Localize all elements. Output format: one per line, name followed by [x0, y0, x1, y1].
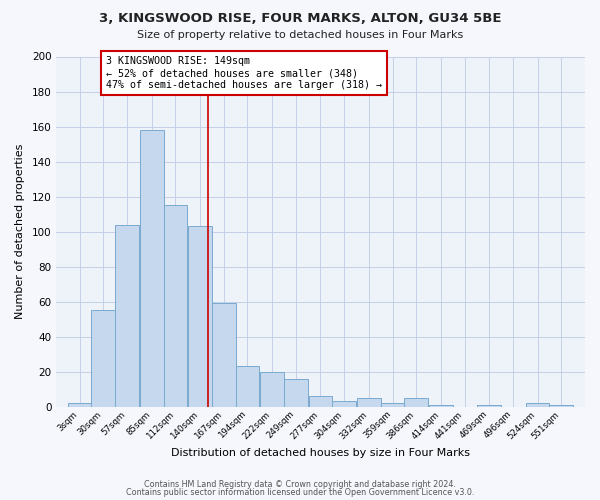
Bar: [404, 398, 428, 407]
Bar: [164, 206, 187, 407]
Bar: [115, 224, 139, 407]
Bar: [284, 378, 308, 407]
Bar: [429, 405, 453, 407]
Bar: [68, 404, 91, 407]
Text: 3 KINGSWOOD RISE: 149sqm
← 52% of detached houses are smaller (348)
47% of semi-: 3 KINGSWOOD RISE: 149sqm ← 52% of detach…: [106, 56, 382, 90]
Bar: [478, 405, 501, 407]
Bar: [332, 402, 356, 407]
Bar: [140, 130, 164, 407]
Bar: [236, 366, 259, 407]
Bar: [357, 398, 380, 407]
Y-axis label: Number of detached properties: Number of detached properties: [15, 144, 25, 320]
Bar: [380, 404, 404, 407]
Bar: [550, 405, 573, 407]
Bar: [212, 304, 236, 407]
Bar: [308, 396, 332, 407]
Bar: [260, 372, 284, 407]
Text: Contains public sector information licensed under the Open Government Licence v3: Contains public sector information licen…: [126, 488, 474, 497]
Text: 3, KINGSWOOD RISE, FOUR MARKS, ALTON, GU34 5BE: 3, KINGSWOOD RISE, FOUR MARKS, ALTON, GU…: [99, 12, 501, 26]
X-axis label: Distribution of detached houses by size in Four Marks: Distribution of detached houses by size …: [171, 448, 470, 458]
Bar: [188, 226, 212, 407]
Text: Size of property relative to detached houses in Four Marks: Size of property relative to detached ho…: [137, 30, 463, 40]
Text: Contains HM Land Registry data © Crown copyright and database right 2024.: Contains HM Land Registry data © Crown c…: [144, 480, 456, 489]
Bar: [526, 404, 550, 407]
Bar: [91, 310, 115, 407]
